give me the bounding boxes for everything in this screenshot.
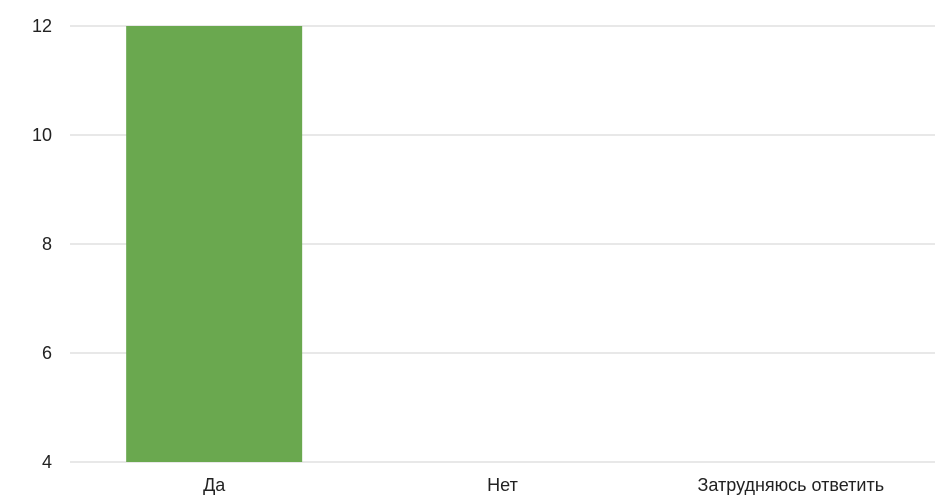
x-tick-label: Да [203, 475, 226, 495]
y-tick-label: 6 [42, 343, 52, 363]
y-tick-label: 8 [42, 234, 52, 254]
bars [126, 26, 303, 462]
x-axis-ticks: Да Нет Затрудняюсь ответить [203, 475, 884, 495]
y-tick-label: 4 [42, 452, 52, 472]
bar-0 [126, 26, 303, 462]
x-tick-label: Нет [487, 475, 518, 495]
y-tick-label: 12 [32, 16, 52, 36]
x-tick-label: Затрудняюсь ответить [698, 475, 885, 495]
y-axis-ticks: 4 6 8 10 12 [32, 16, 52, 472]
y-tick-label: 10 [32, 125, 52, 145]
